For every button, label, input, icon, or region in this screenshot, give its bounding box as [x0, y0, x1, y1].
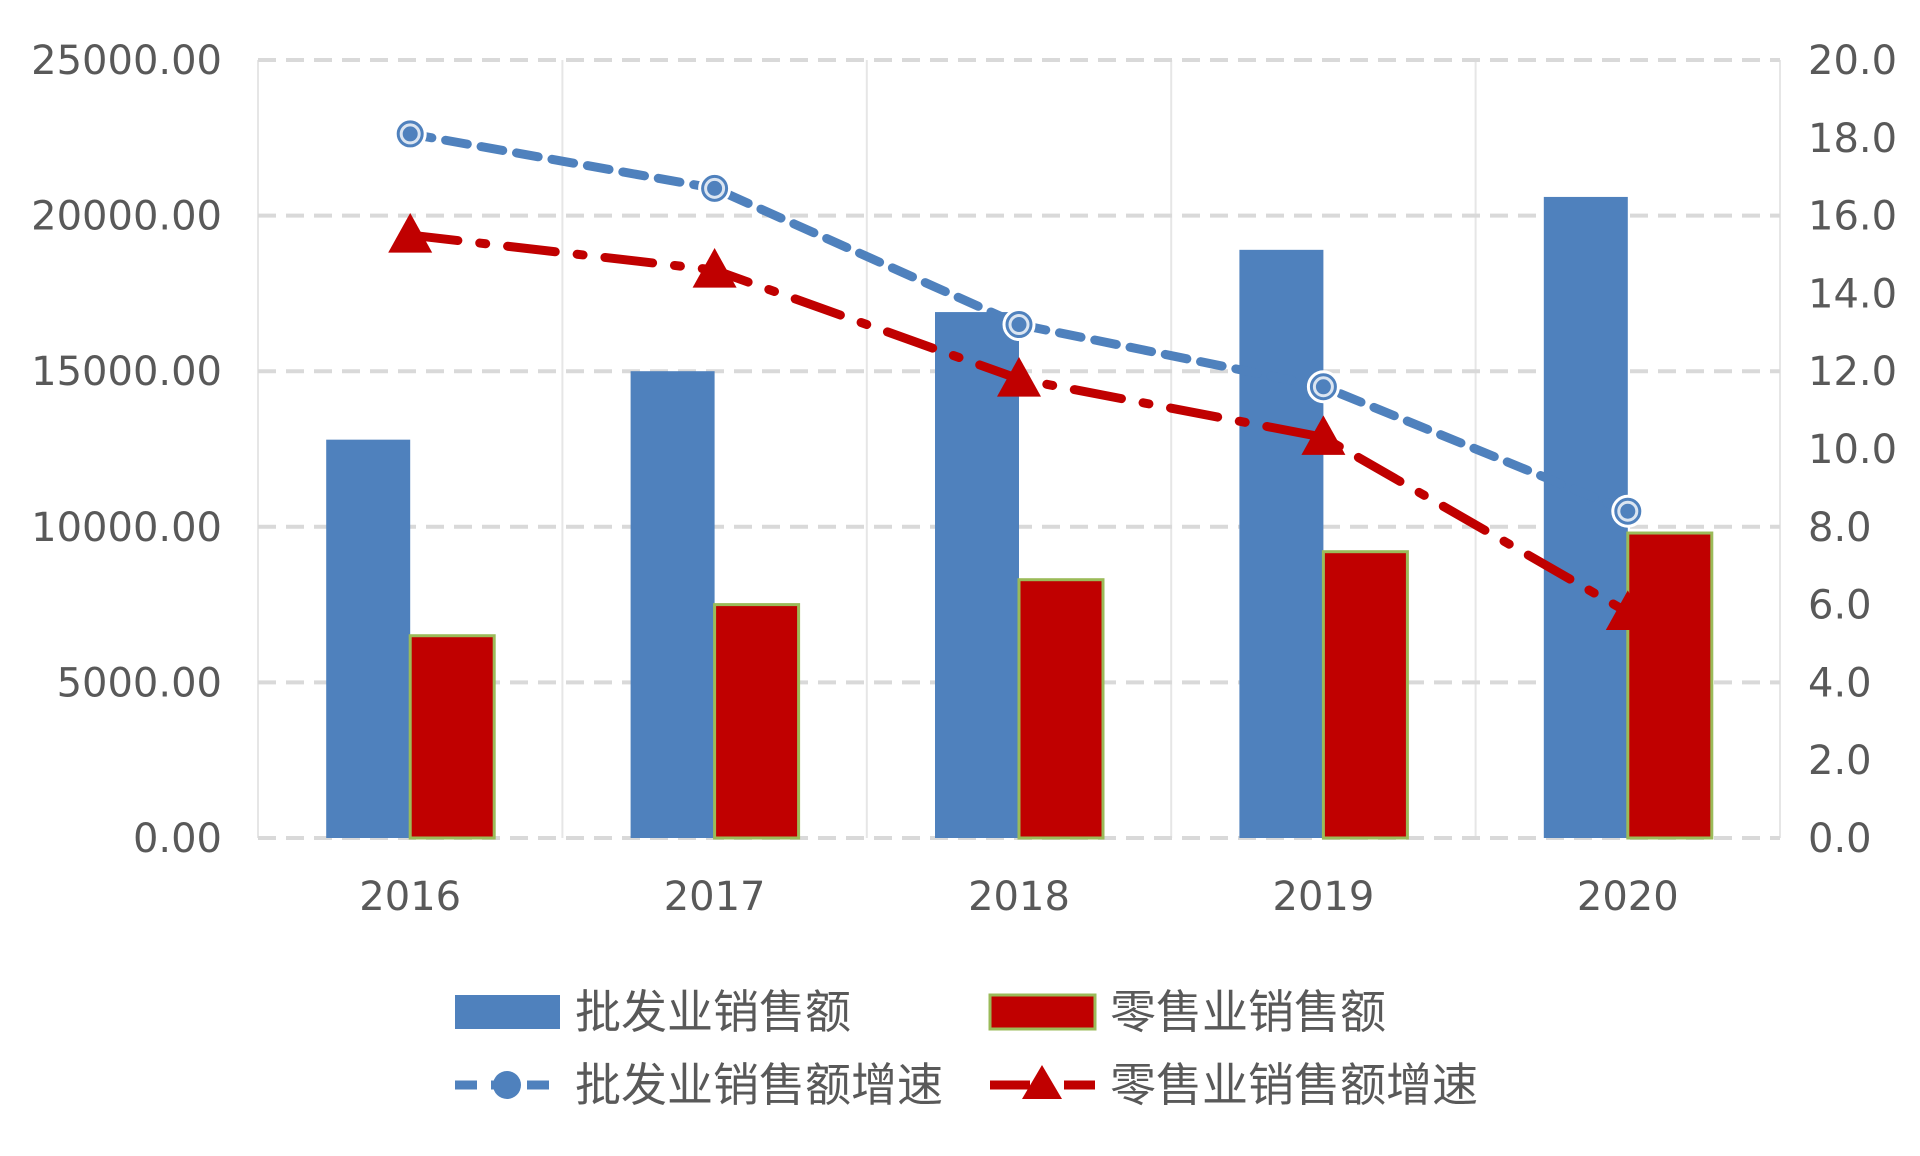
bar-wholesale [630, 371, 715, 838]
retail-growth-point [692, 248, 737, 288]
legend-marker [1022, 1065, 1062, 1099]
legend-label: 批发业销售额 [575, 985, 851, 1039]
bar-retail [713, 603, 801, 840]
y-left-tick-label: 10000.00 [31, 505, 222, 551]
y-right-tick-label: 10.0 [1808, 427, 1897, 473]
bar-retail [408, 634, 496, 840]
retail-growth-point [1301, 415, 1346, 455]
y-right-tick-label: 4.0 [1808, 660, 1872, 706]
x-tick-label: 2019 [1273, 874, 1375, 920]
x-tick-label: 2018 [968, 874, 1070, 920]
y-right-tick-label: 0.0 [1808, 816, 1872, 862]
retail-growth-point [997, 356, 1041, 397]
legend-swatch [455, 995, 560, 1029]
y-left-tick-label: 0.00 [133, 816, 222, 862]
legend-label: 零售业销售额增速 [1110, 1058, 1478, 1112]
wholesale-growth-point-ring [1312, 376, 1334, 398]
retail-growth-line [405, 230, 1633, 617]
legend-label: 批发业销售额增速 [575, 1058, 943, 1112]
y-left-tick-label: 15000.00 [31, 349, 222, 395]
x-tick-label: 2020 [1577, 874, 1679, 920]
x-tick-label: 2016 [359, 874, 461, 920]
wholesale-growth-point [1002, 308, 1036, 342]
x-tick-label: 2017 [664, 874, 766, 920]
legend-label: 零售业销售额 [1110, 985, 1386, 1039]
legend-marker [493, 1071, 521, 1099]
axes: 0.00 5000.00 10000.00 15000.00 20000.00 25000… [31, 38, 1897, 920]
bar-retail [1321, 550, 1409, 840]
wholesale-growth-point-ring [1617, 500, 1639, 522]
y-right-tick-label: 20.0 [1808, 38, 1897, 84]
wholesale-growth-point [698, 171, 732, 205]
wholesale-growth-point-ring [1008, 314, 1030, 336]
y-left-tick-label: 5000.00 [57, 660, 222, 706]
legend-swatch [988, 993, 1097, 1031]
bar-wholesale [326, 439, 411, 838]
y-right-tick-label: 2.0 [1808, 738, 1872, 784]
wholesale-growth-point-ring [704, 177, 726, 199]
y-right-tick-label: 18.0 [1808, 116, 1897, 162]
y-right-tick-label: 14.0 [1808, 271, 1897, 317]
bar-wholesale [935, 312, 1019, 838]
lines [388, 117, 1650, 630]
retail-growth-point [1605, 590, 1650, 630]
wholesale-growth-point [1306, 370, 1340, 404]
bars [326, 196, 1714, 840]
y-right-tick-label: 8.0 [1808, 505, 1872, 551]
wholesale-growth-point [393, 117, 427, 151]
bar-wholesale [1239, 249, 1324, 838]
retail-growth-point [388, 213, 433, 253]
wholesale-growth-line [405, 129, 1633, 516]
y-left-tick-label: 20000.00 [31, 194, 222, 240]
bar-retail [1017, 578, 1105, 840]
y-right-tick-label: 16.0 [1808, 194, 1897, 240]
wholesale-growth-point-ring [399, 123, 421, 145]
wholesale-growth-point [1611, 494, 1645, 528]
bar-retail [1626, 531, 1714, 840]
y-right-tick-label: 12.0 [1808, 349, 1897, 395]
y-right-tick-label: 6.0 [1808, 583, 1872, 629]
y-left-tick-label: 25000.00 [31, 38, 222, 84]
